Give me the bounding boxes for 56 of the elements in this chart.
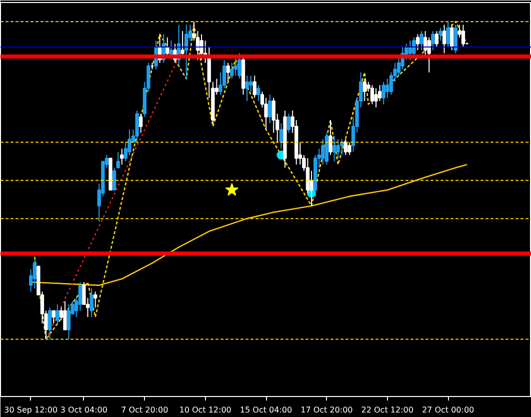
x-tick-label: 17 Oct 20:00 — [300, 406, 353, 414]
candlestick — [279, 122, 283, 150]
candlestick — [48, 307, 52, 340]
candlestick — [450, 24, 454, 51]
candlestick — [238, 52, 242, 80]
candlestick — [328, 120, 332, 156]
candlestick — [374, 88, 378, 108]
x-tick-label: 3 Oct 04:00 — [60, 406, 108, 414]
candlestick — [420, 30, 424, 51]
candlestick — [431, 30, 435, 51]
candlestick — [434, 30, 439, 48]
candlestick — [256, 84, 260, 102]
candlestick — [286, 113, 291, 134]
x-tick-label: 7 Oct 20:00 — [121, 406, 168, 414]
candlestick — [336, 138, 340, 159]
candlestick — [332, 135, 336, 162]
candlestick — [93, 291, 98, 308]
candlestick — [310, 170, 314, 206]
candlestick — [370, 84, 374, 105]
candlestick — [180, 30, 184, 58]
candlestick — [63, 300, 67, 330]
candlestick — [135, 110, 139, 143]
candlestick — [454, 24, 458, 54]
candlestick — [362, 78, 366, 102]
candlestick — [90, 288, 94, 318]
candlestick — [245, 75, 249, 102]
candlestick — [252, 75, 256, 98]
candlestick — [416, 34, 420, 51]
candlestick — [120, 148, 124, 166]
candlestick — [442, 24, 446, 54]
candlestick — [230, 62, 234, 80]
x-tick-label: 15 Oct 04:00 — [240, 406, 292, 414]
candlestick — [446, 21, 450, 48]
candlestick — [321, 138, 325, 166]
candlestick — [249, 75, 253, 92]
candlestick — [139, 113, 143, 134]
candlestick — [344, 138, 348, 156]
candlestick — [348, 142, 352, 156]
x-tick-label: 22 Oct 12:00 — [361, 406, 414, 414]
candlestick — [52, 310, 56, 324]
candlestick — [461, 24, 466, 48]
candlestick — [200, 34, 204, 60]
candlestick — [66, 304, 71, 340]
candlestick — [116, 151, 120, 168]
candlestick — [56, 304, 60, 324]
candlestick — [412, 36, 416, 58]
candlestick — [32, 259, 36, 289]
candlestick — [386, 78, 390, 98]
candlestick — [226, 62, 230, 82]
x-tick-label: 30 Sep 12:00 — [4, 406, 58, 414]
candlestick — [268, 94, 272, 124]
x-tick-label: 27 Oct 00:00 — [422, 406, 474, 414]
candlestick — [438, 27, 442, 42]
x-tick-label: 10 Oct 12:00 — [179, 406, 232, 414]
candlestick — [234, 59, 238, 76]
candlestick — [382, 81, 386, 105]
